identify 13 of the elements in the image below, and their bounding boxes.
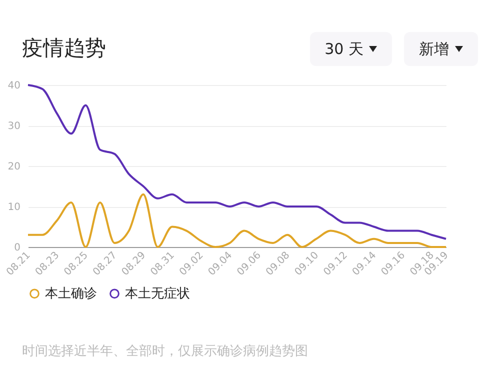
text: 时间选择近半年、全部时，仅展示确诊病例趋势图 (22, 343, 308, 360)
line-series (27, 84, 447, 240)
text: 30 天 (324, 40, 364, 58)
chart-title: 疫情趋势 (22, 35, 106, 62)
y-tick-label: 10 (8, 202, 20, 213)
y-tick-label: 40 (8, 80, 20, 92)
text: 新增 (419, 40, 449, 58)
y-tick-label: 30 (8, 121, 20, 132)
y-tick-label: 0 (14, 242, 20, 254)
legend-label: 本土无症状 (125, 286, 190, 302)
legend-label: 本土确诊 (45, 286, 97, 302)
line-series (27, 193, 447, 248)
y-tick-label: 20 (8, 162, 20, 172)
